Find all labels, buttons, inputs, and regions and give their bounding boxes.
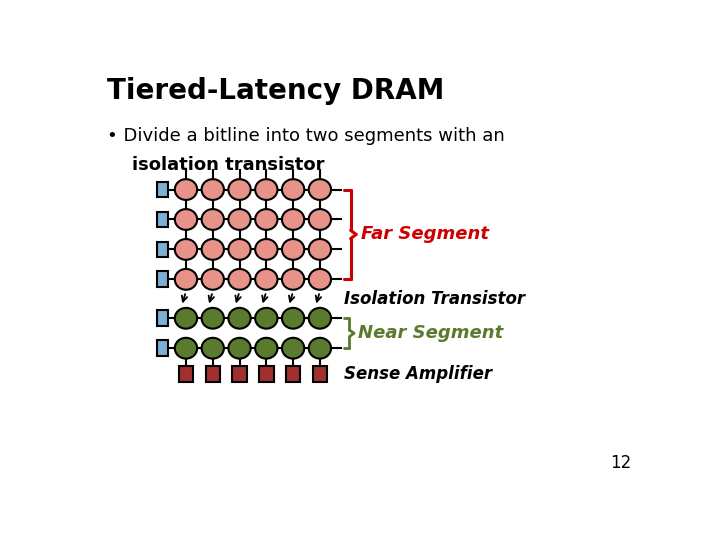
Text: Sense Amplifier: Sense Amplifier — [344, 364, 492, 383]
Bar — [157, 272, 168, 287]
Text: Near Segment: Near Segment — [359, 324, 504, 342]
Ellipse shape — [282, 338, 305, 359]
Ellipse shape — [309, 179, 331, 200]
Ellipse shape — [228, 239, 251, 260]
Bar — [233, 366, 247, 382]
Ellipse shape — [309, 308, 331, 329]
Ellipse shape — [175, 269, 197, 290]
Ellipse shape — [282, 308, 305, 329]
Ellipse shape — [202, 239, 224, 260]
Ellipse shape — [309, 209, 331, 230]
Ellipse shape — [255, 338, 277, 359]
Bar — [157, 212, 168, 227]
Ellipse shape — [175, 209, 197, 230]
Ellipse shape — [255, 239, 277, 260]
Ellipse shape — [175, 308, 197, 329]
Ellipse shape — [282, 239, 305, 260]
Ellipse shape — [255, 269, 277, 290]
Ellipse shape — [255, 209, 277, 230]
Ellipse shape — [255, 308, 277, 329]
Text: Far Segment: Far Segment — [361, 225, 489, 244]
Bar — [157, 181, 168, 198]
Text: Isolation Transistor: Isolation Transistor — [344, 290, 525, 308]
Ellipse shape — [228, 209, 251, 230]
Ellipse shape — [228, 308, 251, 329]
Bar — [157, 310, 168, 326]
Text: Tiered-Latency DRAM: Tiered-Latency DRAM — [107, 77, 444, 105]
Ellipse shape — [282, 269, 305, 290]
Ellipse shape — [202, 338, 224, 359]
Ellipse shape — [175, 338, 197, 359]
Bar — [157, 340, 168, 356]
Bar — [179, 366, 193, 382]
Ellipse shape — [255, 179, 277, 200]
Ellipse shape — [228, 338, 251, 359]
Ellipse shape — [282, 209, 305, 230]
Ellipse shape — [309, 239, 331, 260]
Bar — [157, 241, 168, 258]
Ellipse shape — [175, 179, 197, 200]
Text: • Divide a bitline into two segments with an: • Divide a bitline into two segments wit… — [107, 127, 505, 145]
Ellipse shape — [202, 308, 224, 329]
Text: isolation transistor: isolation transistor — [132, 156, 324, 174]
Ellipse shape — [282, 179, 305, 200]
Bar — [205, 366, 220, 382]
Ellipse shape — [228, 179, 251, 200]
Ellipse shape — [228, 269, 251, 290]
Ellipse shape — [175, 239, 197, 260]
Ellipse shape — [202, 209, 224, 230]
Ellipse shape — [202, 179, 224, 200]
Ellipse shape — [202, 269, 224, 290]
Ellipse shape — [309, 338, 331, 359]
Text: 12: 12 — [610, 454, 631, 472]
Bar — [259, 366, 274, 382]
Bar — [312, 366, 327, 382]
Ellipse shape — [309, 269, 331, 290]
Bar — [286, 366, 300, 382]
